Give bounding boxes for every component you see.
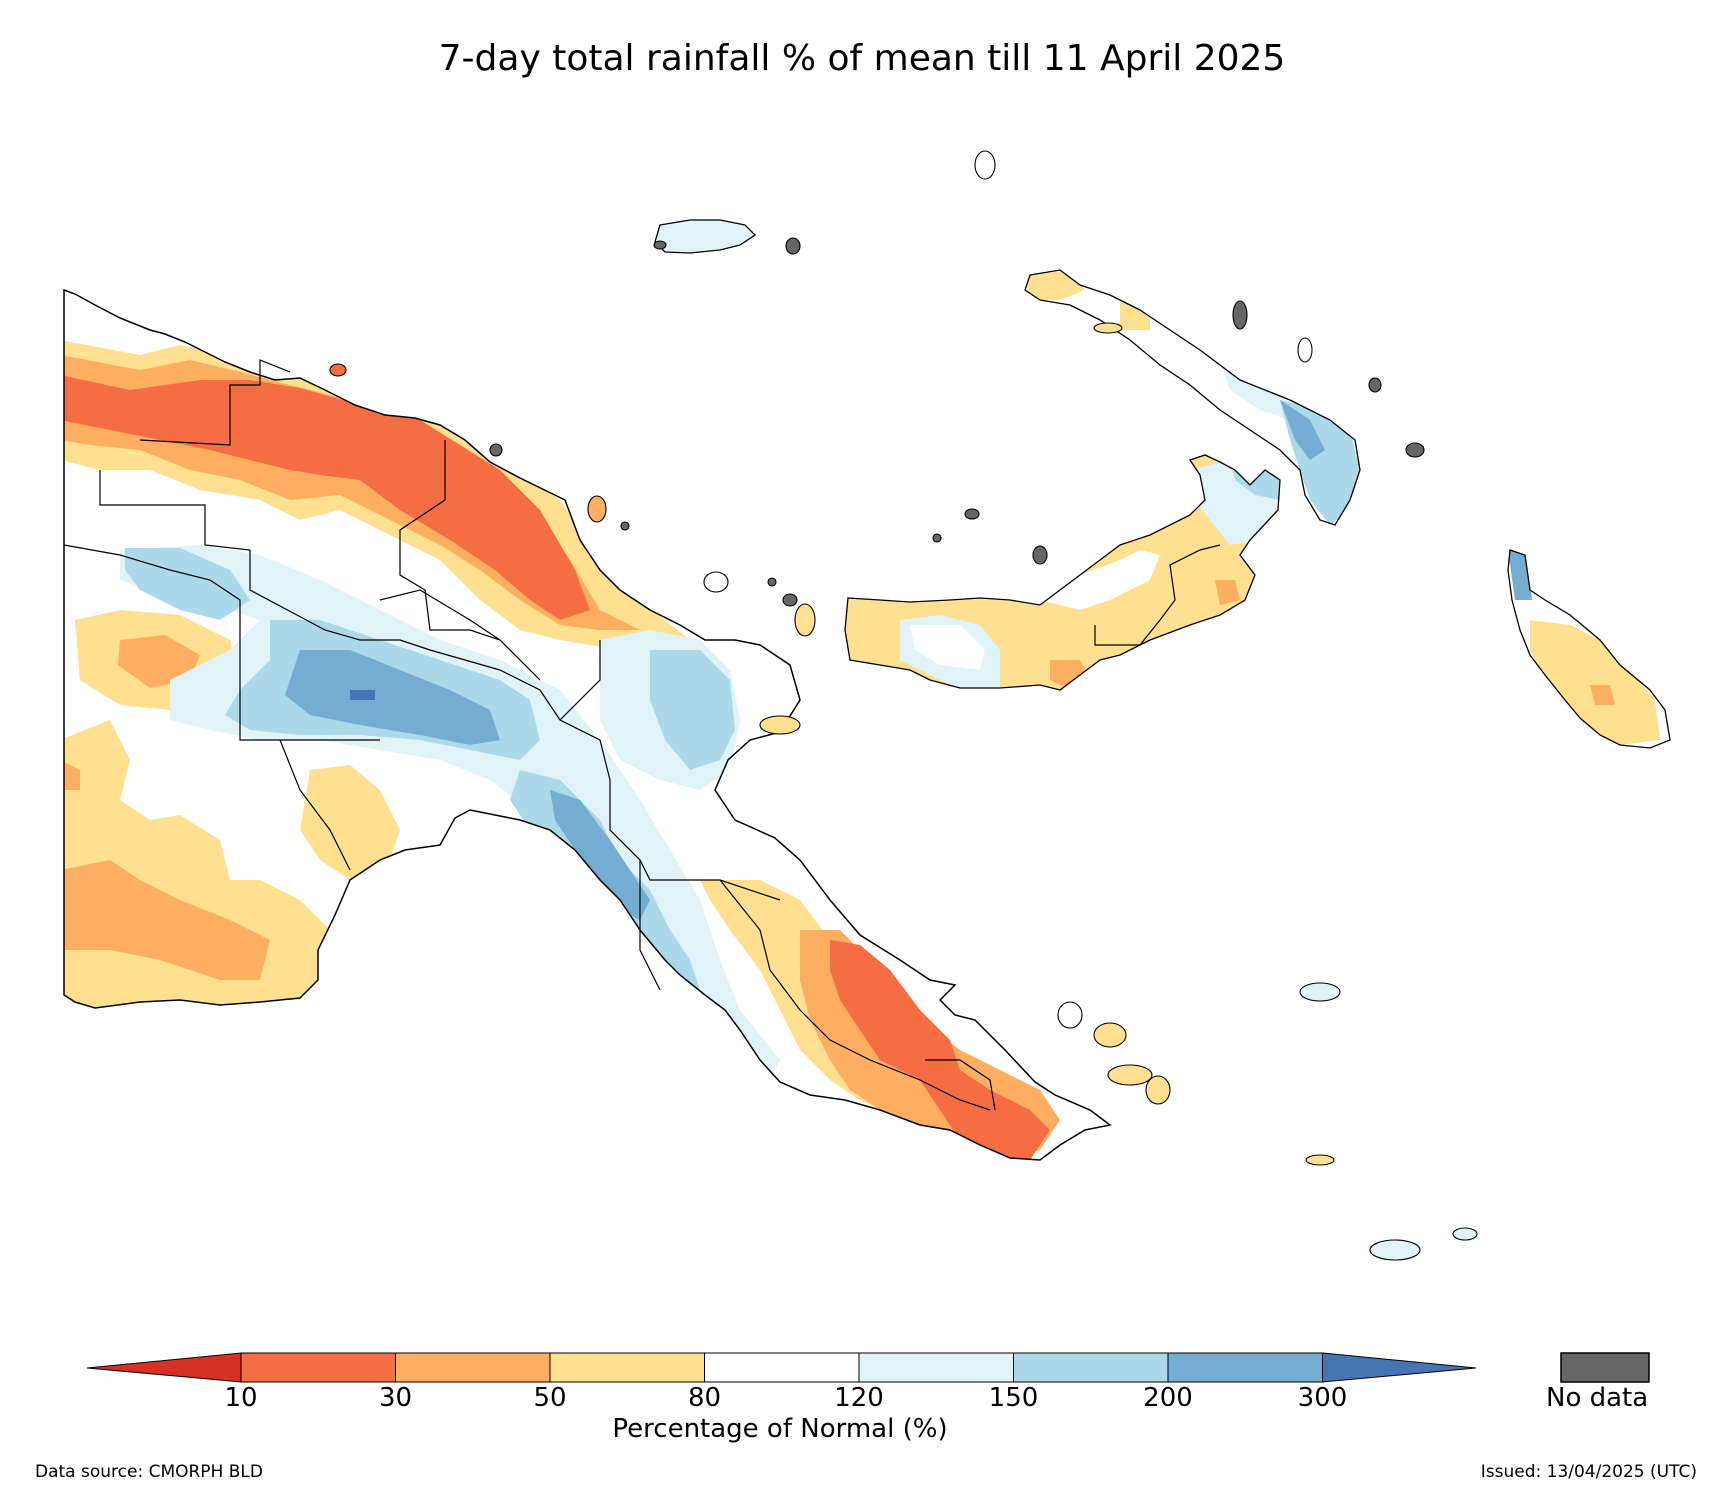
legend-tick: 150: [988, 1383, 1039, 1413]
bougainville-coastline: [1507, 549, 1671, 749]
data-source: Data source: CMORPH BLD: [35, 1462, 263, 1482]
province-boundaries: [63, 359, 996, 1111]
issued-date: Issued: 13/04/2025 (UTC): [1480, 1462, 1697, 1482]
legend-tick: 30: [378, 1383, 413, 1413]
new-britain-coastline: [844, 454, 1281, 691]
legend-tick: 80: [687, 1383, 722, 1413]
no-data-label: No data: [1546, 1383, 1649, 1413]
mainland-rainfall-field: [64, 290, 1110, 1160]
new-britain-boundary: [1094, 544, 1221, 646]
rainfall-map: [63, 150, 1671, 1261]
new-britain-rainfall-field: [845, 455, 1280, 690]
new-ireland-rainfall-field: [1025, 270, 1360, 525]
map-title: 7-day total rainfall % of mean till 11 A…: [438, 38, 1286, 79]
legend-tick: 300: [1297, 1383, 1348, 1413]
legend-label: Percentage of Normal (%): [612, 1414, 948, 1444]
mainland-coastline: [63, 288, 1112, 1161]
small-islands: [329, 150, 1478, 1261]
manus-rainfall-field: [655, 220, 755, 253]
legend-tick: 200: [1143, 1383, 1193, 1413]
legend-tick: 120: [834, 1383, 884, 1413]
legend-tick: 10: [224, 1383, 258, 1413]
legend-tick: 50: [533, 1383, 567, 1413]
